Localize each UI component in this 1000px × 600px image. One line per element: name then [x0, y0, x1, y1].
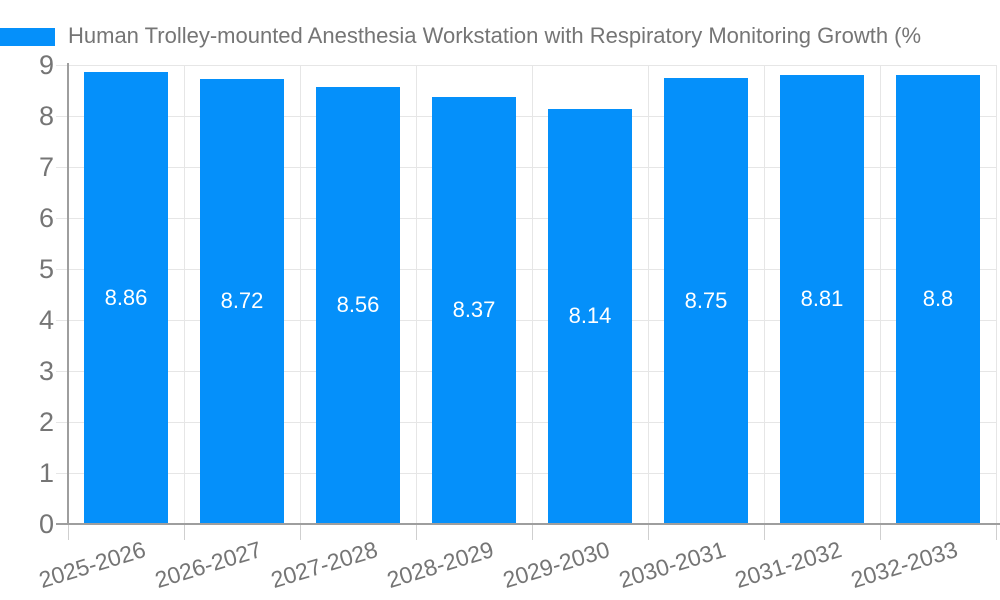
x-axis-baseline — [56, 523, 1000, 525]
gridline-horizontal — [56, 473, 996, 474]
bar-value-label: 8.56 — [336, 292, 380, 317]
y-axis-label: 0 — [38, 509, 54, 539]
gridline-horizontal — [56, 167, 996, 168]
y-axis-line — [67, 63, 69, 524]
gridline-vertical — [416, 65, 417, 524]
x-axis-tick — [532, 524, 533, 540]
gridline-vertical — [532, 65, 533, 524]
bar[interactable]: 8.37 — [432, 97, 516, 523]
bar[interactable]: 8.75 — [664, 78, 748, 523]
bar-value-label: 8.75 — [684, 287, 728, 313]
gridline-vertical — [764, 65, 765, 524]
x-axis-tick — [416, 524, 417, 540]
gridline-horizontal — [56, 116, 996, 117]
bar-value-label: 8.81 — [800, 286, 844, 311]
bar[interactable]: 8.72 — [200, 79, 284, 523]
bar-value-label: 8.86 — [104, 284, 148, 310]
y-axis-label: 9 — [38, 50, 54, 80]
gridline-vertical — [996, 65, 997, 524]
bar-value-label: 8.72 — [220, 288, 264, 313]
bar-value-label: 8.8 — [922, 286, 954, 311]
gridline-vertical — [300, 65, 301, 524]
chart-title: Human Trolley-mounted Anesthesia Worksta… — [68, 23, 922, 48]
gridline-vertical — [648, 65, 649, 524]
bar[interactable]: 8.81 — [780, 75, 864, 523]
y-axis-label: 7 — [38, 152, 54, 182]
gridline-horizontal — [56, 320, 996, 321]
y-axis-label: 8 — [38, 101, 54, 131]
bar-value-label: 8.14 — [568, 303, 612, 328]
y-axis-label: 2 — [38, 407, 54, 437]
gridline-horizontal — [56, 218, 996, 219]
x-axis-tick — [648, 524, 649, 540]
gridline-horizontal — [56, 269, 996, 270]
y-axis-label: 6 — [38, 203, 54, 233]
x-axis-tick — [184, 524, 185, 540]
bar[interactable]: 8.86 — [84, 72, 168, 523]
y-axis-label: 4 — [38, 305, 54, 335]
bar[interactable]: 8.56 — [316, 87, 400, 523]
bar[interactable]: 8.8 — [896, 75, 980, 523]
x-axis-tick — [764, 524, 765, 540]
legend-swatch — [0, 28, 55, 46]
x-axis-tick — [300, 524, 301, 540]
gridline-horizontal — [56, 65, 996, 66]
x-axis-tick — [68, 524, 69, 540]
x-axis-tick — [996, 524, 997, 540]
gridline-vertical — [184, 65, 185, 524]
gridline-horizontal — [56, 371, 996, 372]
bar-value-label: 8.37 — [452, 297, 496, 322]
bar[interactable]: 8.14 — [548, 109, 632, 523]
x-axis-tick — [880, 524, 881, 540]
gridline-vertical — [880, 65, 881, 524]
gridline-horizontal — [56, 422, 996, 423]
y-axis-label: 1 — [38, 458, 54, 488]
y-axis-label: 3 — [38, 356, 54, 386]
y-axis-label: 5 — [38, 254, 54, 284]
